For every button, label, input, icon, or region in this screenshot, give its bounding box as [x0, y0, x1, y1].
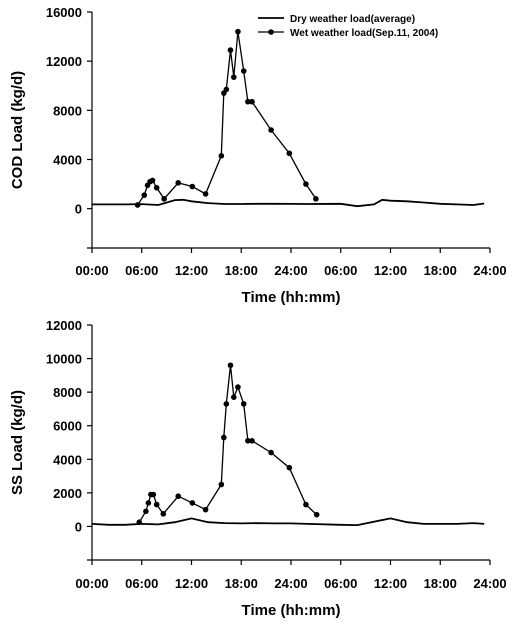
data-point-wet-weather: [230, 74, 237, 80]
series-line-dry-weather: [92, 198, 485, 208]
legend-entry: Wet weather load(Sep.11, 2004): [290, 28, 438, 39]
x-tick-label: 00:00: [75, 263, 108, 278]
data-point-wet-weather: [235, 28, 241, 35]
data-point-wet-weather: [202, 191, 209, 197]
y-tick-label: 0: [75, 202, 82, 217]
x-tick-label: 06:00: [324, 576, 357, 591]
data-point-wet-weather: [249, 98, 255, 105]
data-point-wet-weather: [286, 464, 293, 471]
y-tick-label: 4000: [53, 452, 82, 467]
y-tick-label: 6000: [53, 419, 82, 434]
data-point-wet-weather: [286, 150, 293, 157]
y-tick-label: 8000: [53, 385, 82, 400]
data-point-wet-weather: [143, 508, 149, 515]
data-point-wet-weather: [153, 184, 160, 191]
data-point-wet-weather: [134, 202, 141, 208]
data-point-wet-weather: [313, 511, 320, 518]
y-axis-label: COD Load (kg/d): [9, 71, 26, 189]
y-tick-label: 16000: [46, 5, 82, 20]
x-tick-label: 06:00: [125, 263, 158, 278]
series-line-dry-weather: [91, 517, 485, 527]
data-point-wet-weather: [161, 196, 167, 202]
x-tick-label: 12:00: [374, 576, 407, 591]
data-point-wet-weather: [218, 481, 225, 488]
data-point-wet-weather: [218, 153, 225, 159]
y-tick-label: 0: [75, 519, 82, 534]
x-tick-label: 12:00: [175, 263, 208, 278]
x-tick-label: 18:00: [424, 576, 457, 591]
data-point-wet-weather: [227, 362, 234, 369]
x-axis-label: Time (hh:mm): [242, 602, 341, 619]
x-tick-label: 24:00: [274, 263, 307, 278]
x-tick-label: 06:00: [324, 263, 357, 278]
chart-1: 0 4000 8000 12000 16000 00:00 06:00 12:00 18:00 2…: [9, 5, 507, 306]
data-point-wet-weather: [223, 401, 230, 407]
x-tick-label: 12:00: [374, 263, 407, 278]
y-tick-label: 12000: [46, 54, 82, 69]
data-point-wet-weather: [249, 438, 255, 444]
x-tick-label: 12:00: [175, 576, 208, 591]
data-point-wet-weather: [175, 493, 182, 500]
data-point-wet-weather: [268, 449, 274, 456]
y-tick-label: 8000: [53, 103, 82, 118]
x-tick-label: 18:00: [225, 263, 258, 278]
x-tick-label: 06:00: [125, 576, 158, 591]
data-point-wet-weather: [221, 434, 227, 441]
data-point-wet-weather: [303, 501, 309, 508]
data-point-wet-weather: [240, 401, 247, 407]
y-tick-label: 12000: [46, 318, 82, 333]
data-point-wet-weather: [141, 192, 148, 198]
data-point-wet-weather: [245, 98, 251, 105]
data-point-wet-weather: [240, 68, 247, 74]
x-axis-label: Time (hh:mm): [242, 289, 341, 306]
data-point-wet-weather: [149, 177, 156, 184]
legend-marker: [268, 29, 274, 35]
data-point-wet-weather: [202, 506, 209, 513]
data-point-wet-weather: [175, 180, 182, 186]
data-point-wet-weather: [313, 196, 319, 202]
y-tick-label: 4000: [53, 153, 82, 168]
data-point-wet-weather: [223, 86, 230, 93]
data-point-wet-weather: [160, 511, 167, 517]
data-point-wet-weather: [189, 500, 196, 506]
data-point-wet-weather: [245, 438, 251, 444]
series-line-wet-weather: [137, 31, 317, 206]
data-point-wet-weather: [153, 501, 160, 508]
data-point-wet-weather: [235, 384, 241, 390]
data-point-wet-weather: [227, 47, 234, 53]
y-axis-label: SS Load (kg/d): [9, 390, 26, 495]
x-tick-label: 18:00: [424, 263, 457, 278]
legend-entry: Dry weather load(average): [290, 14, 415, 25]
x-tick-label: 24:00: [274, 576, 307, 591]
chart-2: 0 2000 4000 6000 8000 10000 12000 00:00 06:00 12:…: [9, 318, 507, 619]
data-point-wet-weather: [230, 394, 237, 400]
series-line-wet-weather: [138, 365, 318, 523]
x-tick-label: 24:00: [473, 576, 506, 591]
x-tick-label: 24:00: [473, 263, 506, 278]
data-point-wet-weather: [189, 183, 196, 190]
data-point-wet-weather: [150, 491, 157, 498]
data-point-wet-weather: [136, 519, 143, 526]
data-point-wet-weather: [268, 127, 274, 133]
y-tick-label: 10000: [46, 352, 82, 367]
x-tick-label: 18:00: [225, 576, 258, 591]
data-point-wet-weather: [145, 500, 152, 506]
x-tick-label: 00:00: [75, 576, 108, 591]
legend: Dry weather load(average) Wet weather loa…: [258, 14, 438, 39]
data-point-wet-weather: [303, 181, 309, 187]
y-tick-label: 2000: [53, 486, 82, 501]
